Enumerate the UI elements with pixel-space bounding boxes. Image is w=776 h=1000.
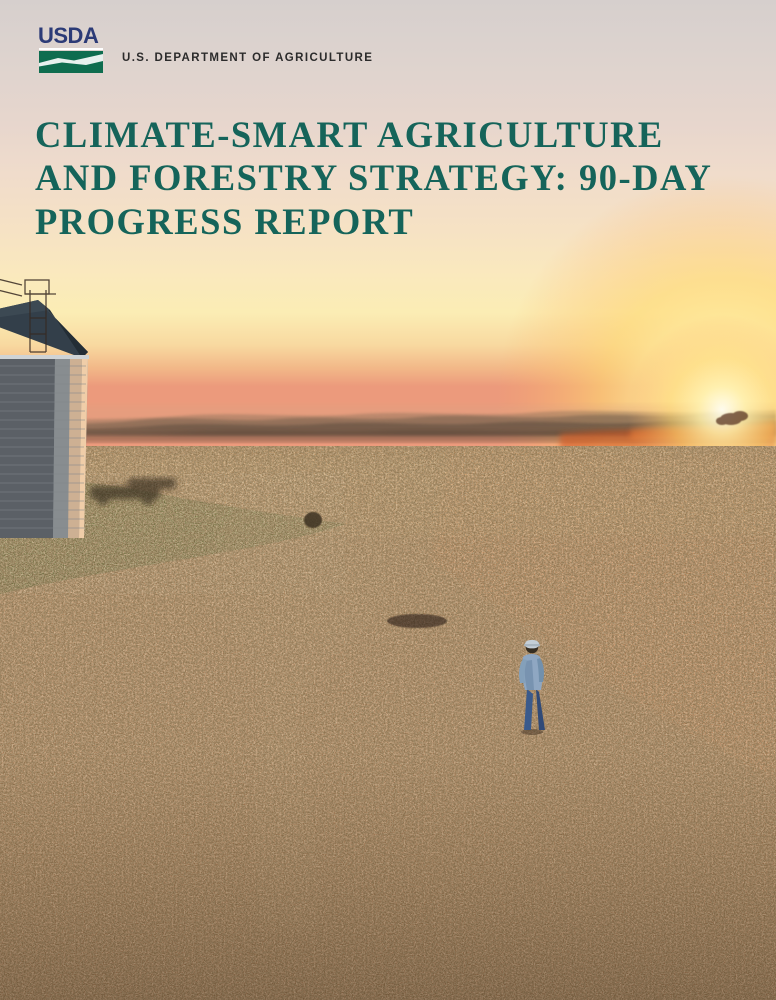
svg-text:USDA: USDA bbox=[38, 24, 99, 48]
